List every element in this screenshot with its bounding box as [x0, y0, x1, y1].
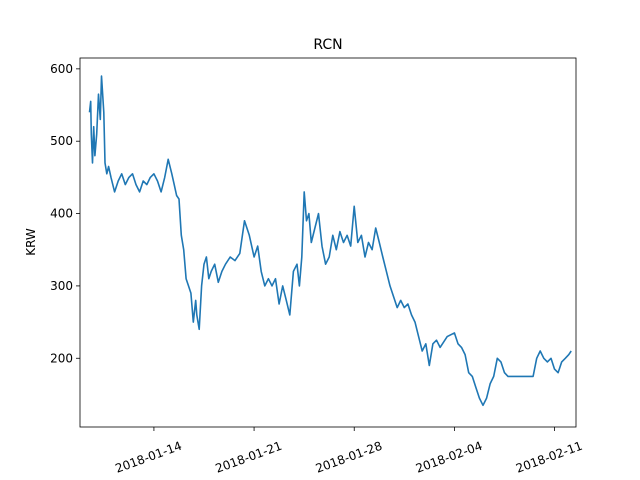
y-tick-label: 400	[50, 207, 73, 221]
chart-title: RCN	[313, 37, 342, 53]
axes-frame	[79, 57, 577, 428]
plot-area	[79, 57, 577, 428]
y-axis: 200 300 400 500 600	[50, 62, 80, 365]
y-axis-label: KRW	[24, 228, 38, 256]
y-tick-label: 300	[50, 279, 73, 293]
series-line	[88, 75, 572, 407]
y-tick-label: 600	[50, 62, 73, 76]
y-tick-label: 200	[50, 351, 73, 365]
y-tick-label: 500	[50, 134, 73, 148]
